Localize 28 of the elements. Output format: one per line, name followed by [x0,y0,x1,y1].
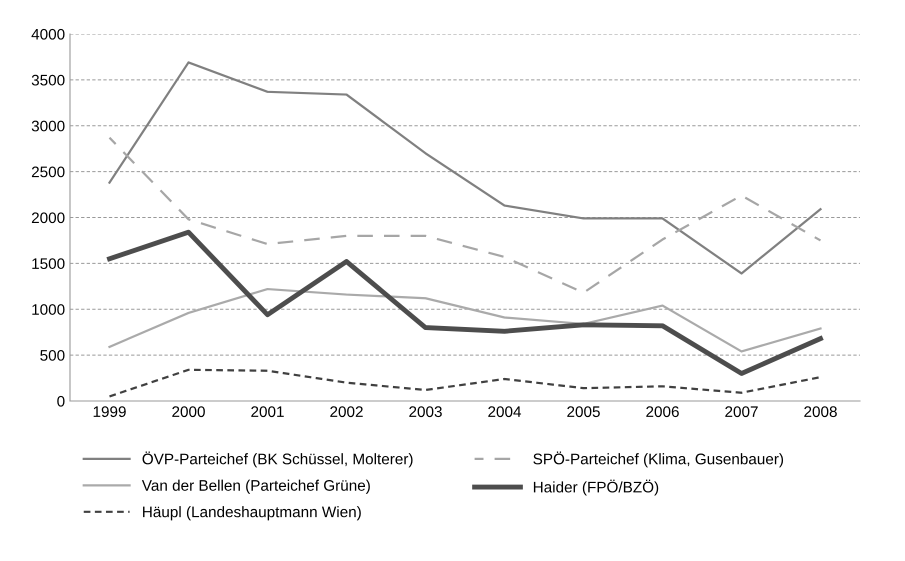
line-series [108,288,822,353]
y-tick-label: 1500 [32,258,65,270]
x-tick-label: 2002 [330,406,363,418]
x-tick-label: 2007 [725,406,758,418]
x-tick-label: 1999 [94,406,126,418]
y-tick-label: 0 [57,396,65,407]
y-tick-label: 4000 [32,28,65,40]
legend-label: Häupl (Landeshauptmann Wien) [143,506,361,520]
y-tick-label: 2500 [32,166,65,178]
x-tick-label: 2008 [804,406,837,418]
x-tick-label: 2004 [488,406,522,418]
legend-label: SPÖ-Parteichef (Klima, Gusenbauer) [533,451,784,468]
x-tick-label: 2003 [409,406,442,418]
x-tick-label: 2006 [646,406,679,418]
legend-label: Haider (FPÖ/BZÖ) [534,480,658,496]
y-tick-label: 2000 [32,212,65,224]
x-tick-label: 2005 [567,406,600,418]
legend-label: Van der Bellen (Parteichef Grüne) [142,480,370,494]
line-series [108,61,822,275]
line-series [108,136,822,294]
legend-label: ÖVP-Parteichef (BK Schüssel, Molterer) [142,451,413,468]
y-tick-label: 3500 [32,74,65,86]
x-tick-label: 2001 [251,406,284,418]
y-tick-label: 1000 [32,304,65,315]
y-tick-label: 500 [40,350,65,361]
line-series [107,230,823,376]
x-tick-label: 2000 [172,406,205,418]
y-tick-label: 3000 [32,120,65,132]
